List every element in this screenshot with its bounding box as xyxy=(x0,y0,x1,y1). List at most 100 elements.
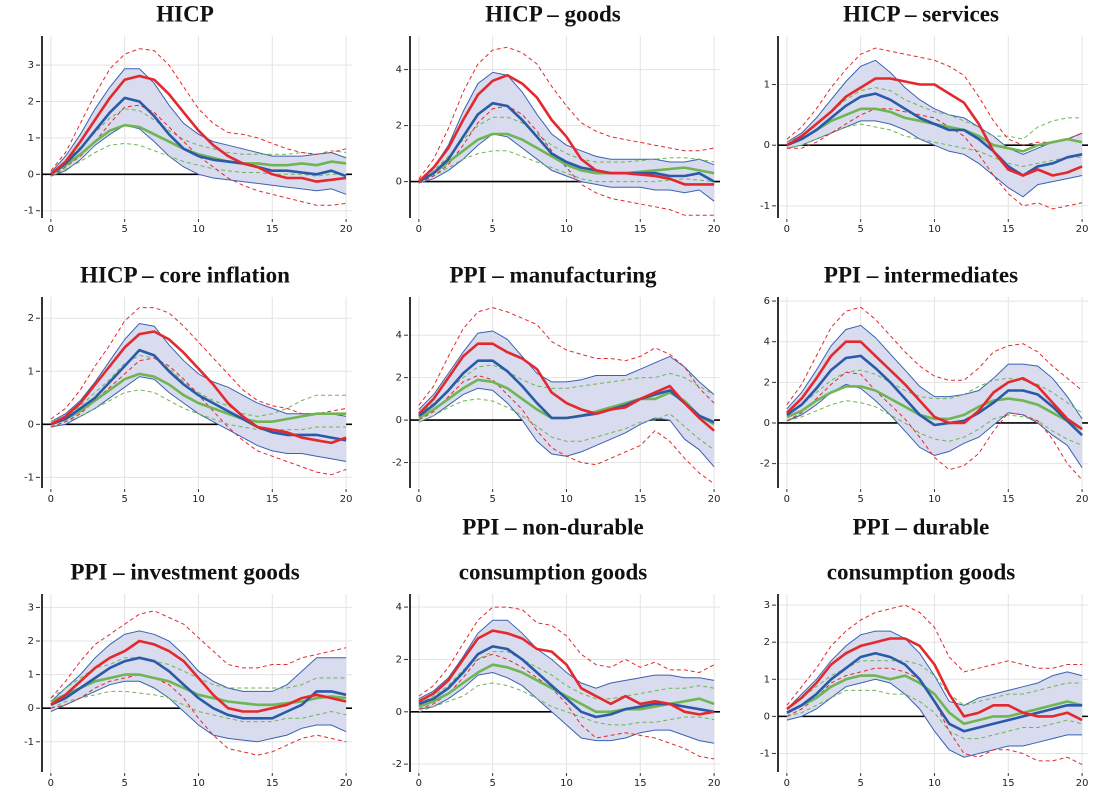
chart-title: PPI – investment goods xyxy=(70,559,299,584)
x-tick-label: 20 xyxy=(708,494,721,505)
x-tick-label: 15 xyxy=(266,224,279,235)
y-tick-label: 4 xyxy=(396,330,402,341)
median-line xyxy=(50,123,347,176)
median-line xyxy=(418,101,715,183)
band-line xyxy=(50,690,347,723)
y-tick-label: 1 xyxy=(28,133,34,144)
band-line xyxy=(418,651,715,705)
median-line xyxy=(50,656,347,720)
median-line xyxy=(786,637,1083,722)
band-line xyxy=(50,104,347,206)
y-tick-label: 2 xyxy=(396,373,402,384)
y-tick-label: 4 xyxy=(764,337,770,348)
x-tick-label: 10 xyxy=(192,494,205,505)
band-edge xyxy=(418,133,715,202)
band-line xyxy=(50,108,347,173)
y-tick-label: 4 xyxy=(396,65,402,76)
x-tick-label: 20 xyxy=(340,778,353,789)
band-edge xyxy=(50,630,347,702)
chart-title: PPI – intermediates xyxy=(824,262,1018,287)
chart-title: PPI – durable xyxy=(853,514,990,539)
band-edge xyxy=(50,376,347,462)
band-edge xyxy=(418,330,715,410)
band-line xyxy=(50,610,347,699)
y-tick-label: 1 xyxy=(764,674,770,685)
x-tick-label: 5 xyxy=(489,778,495,789)
x-tick-label: 10 xyxy=(560,224,573,235)
x-tick-label: 0 xyxy=(416,494,422,505)
x-tick-label: 20 xyxy=(1076,494,1089,505)
band-edge xyxy=(786,324,1083,420)
x-tick-label: 5 xyxy=(489,224,495,235)
x-tick-label: 10 xyxy=(928,224,941,235)
y-tick-label: 0 xyxy=(396,707,402,718)
x-tick-label: 0 xyxy=(784,224,790,235)
y-tick-label: -1 xyxy=(24,206,34,217)
y-tick-label: 1 xyxy=(28,670,34,681)
y-tick-label: 0 xyxy=(28,703,34,714)
band-edge xyxy=(50,680,347,743)
x-tick-label: 5 xyxy=(121,778,127,789)
median-line xyxy=(786,77,1083,177)
band-line xyxy=(786,371,1083,481)
y-tick-label: 1 xyxy=(764,80,770,91)
x-tick-label: 5 xyxy=(857,494,863,505)
y-tick-label: 3 xyxy=(28,602,34,613)
band-line xyxy=(418,398,715,451)
chart-title: HICP – goods xyxy=(485,1,621,26)
x-tick-label: 15 xyxy=(266,494,279,505)
median-line xyxy=(50,673,347,707)
x-tick-label: 5 xyxy=(857,778,863,789)
y-tick-label: 4 xyxy=(396,602,402,613)
y-tick-label: 6 xyxy=(764,296,770,307)
y-tick-label: 0 xyxy=(764,140,770,151)
y-tick-label: -2 xyxy=(392,759,402,770)
band-line xyxy=(50,354,347,423)
median-line xyxy=(50,639,347,713)
y-tick-label: 0 xyxy=(28,419,34,430)
band-line xyxy=(418,653,715,760)
band-line xyxy=(418,46,715,180)
x-tick-label: 5 xyxy=(857,224,863,235)
y-tick-label: 0 xyxy=(28,169,34,180)
chart-title: PPI – non-durable xyxy=(462,514,643,539)
x-tick-label: 15 xyxy=(266,778,279,789)
band-line xyxy=(418,105,715,216)
band-edge xyxy=(50,68,347,173)
x-tick-label: 15 xyxy=(1002,224,1015,235)
band-line xyxy=(418,682,715,726)
x-tick-label: 15 xyxy=(1002,494,1015,505)
y-tick-label: 3 xyxy=(28,60,34,71)
y-tick-label: 2 xyxy=(396,121,402,132)
band-line xyxy=(786,123,1083,167)
x-tick-label: 5 xyxy=(489,494,495,505)
median-line xyxy=(786,674,1083,726)
median-line xyxy=(418,73,715,186)
y-tick-label: -1 xyxy=(24,737,34,748)
band-edge xyxy=(50,322,347,423)
y-tick-label: -1 xyxy=(760,201,770,212)
y-tick-label: 2 xyxy=(764,637,770,648)
median-line xyxy=(50,96,347,178)
x-tick-label: 0 xyxy=(784,494,790,505)
y-tick-label: 1 xyxy=(28,366,34,377)
x-tick-label: 0 xyxy=(48,778,54,789)
y-tick-label: 2 xyxy=(764,377,770,388)
x-tick-label: 5 xyxy=(121,494,127,505)
median-line xyxy=(417,342,715,432)
median-line xyxy=(786,385,1083,431)
x-tick-label: 15 xyxy=(1002,778,1015,789)
chart-title: HICP – services xyxy=(843,1,999,26)
chart-title: HICP xyxy=(156,1,214,26)
median-line xyxy=(418,132,715,183)
band-line xyxy=(786,604,1083,706)
median-line xyxy=(50,372,347,426)
band-edge xyxy=(418,671,715,744)
x-tick-label: 20 xyxy=(708,778,721,789)
x-tick-label: 5 xyxy=(121,224,127,235)
band-line xyxy=(418,375,715,485)
x-tick-label: 0 xyxy=(416,778,422,789)
x-tick-label: 0 xyxy=(784,778,790,789)
band-line xyxy=(50,307,347,420)
